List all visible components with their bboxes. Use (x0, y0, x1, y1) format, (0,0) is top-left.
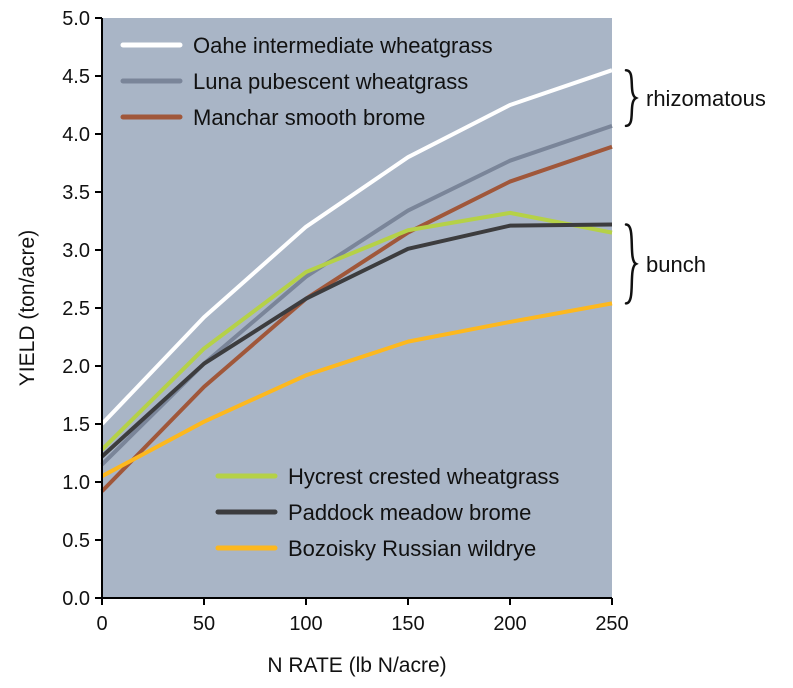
x-axis-title: N RATE (lb N/acre) (267, 654, 446, 677)
y-tick-label: 2.0 (62, 356, 90, 378)
legend-label: Manchar smooth brome (193, 105, 425, 130)
legend-label: Oahe intermediate wheatgrass (193, 33, 493, 58)
series-line-5 (100, 222, 613, 458)
series-line-4 (100, 210, 613, 451)
series-line-1 (100, 68, 613, 426)
y-tick-label: 3.5 (62, 182, 90, 204)
y-tick-label: 0.5 (62, 530, 90, 552)
y-tick-label: 4.5 (62, 66, 90, 88)
plot-area (102, 18, 612, 598)
annotation-brace (624, 223, 639, 305)
y-tick-label: 2.5 (62, 298, 90, 320)
y-tick-label: 5.0 (62, 8, 90, 30)
y-tick-label: 0.0 (62, 588, 90, 610)
y-axis-title: YIELD (ton/acre) (16, 230, 39, 386)
series-line-6 (101, 301, 613, 478)
legend-label: Luna pubescent wheatgrass (193, 69, 468, 94)
legend-label: Bozoisky Russian wildrye (288, 536, 536, 561)
x-tick-label: 150 (391, 613, 424, 635)
y-tick-label: 3.0 (62, 240, 90, 262)
legend-label: Hycrest crested wheatgrass (288, 464, 559, 489)
y-tick-label: 1.5 (62, 414, 90, 436)
series-line-3 (100, 144, 613, 493)
y-tick-label: 1.0 (62, 472, 90, 494)
x-tick-label: 250 (595, 613, 628, 635)
x-tick-label: 100 (289, 613, 322, 635)
legend-label: Paddock meadow brome (288, 500, 531, 525)
annotation-brace (624, 68, 639, 128)
x-tick-label: 200 (493, 613, 526, 635)
x-tick-label: 50 (193, 613, 215, 635)
x-tick-label: 0 (96, 613, 107, 635)
annotation-label: bunch (646, 252, 706, 277)
annotation-label: rhizomatous (646, 86, 766, 111)
y-tick-label: 4.0 (62, 124, 90, 146)
